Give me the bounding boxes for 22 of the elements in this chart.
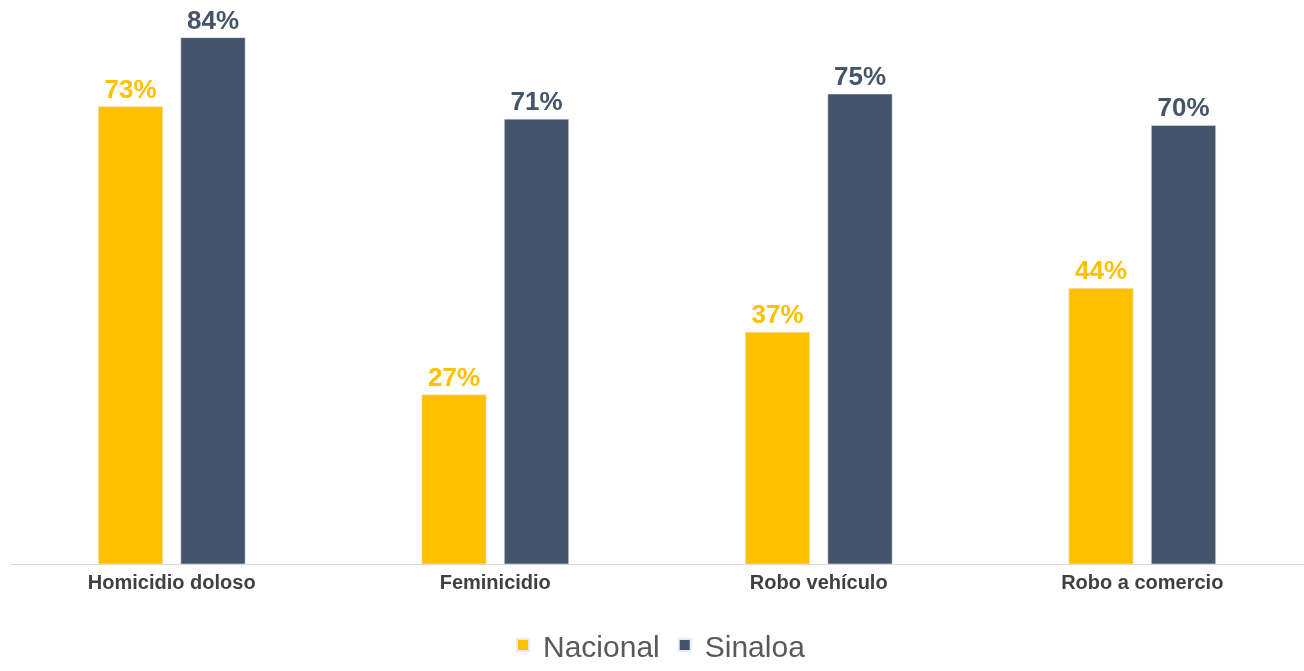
bar bbox=[827, 93, 893, 564]
bar bbox=[504, 118, 569, 564]
bar bbox=[1068, 288, 1134, 564]
data-label: 71% bbox=[510, 86, 563, 117]
x-tick-label: Robo vehículo bbox=[749, 571, 888, 593]
x-tick-label: Robo a comercio bbox=[1061, 571, 1224, 593]
bar bbox=[98, 106, 163, 564]
data-label: 73% bbox=[104, 73, 157, 104]
x-tick-label: Feminicidio bbox=[439, 571, 551, 593]
x-tick-label: Homicidio doloso bbox=[87, 571, 256, 593]
bar bbox=[180, 37, 246, 564]
bar bbox=[745, 331, 810, 564]
legend-label: Nacional bbox=[543, 629, 660, 663]
data-label: 37% bbox=[751, 299, 804, 330]
bar bbox=[1151, 125, 1216, 564]
data-label: 27% bbox=[427, 361, 481, 392]
data-label: 75% bbox=[833, 61, 887, 92]
data-label: 70% bbox=[1157, 92, 1210, 123]
data-label: 44% bbox=[1074, 255, 1128, 286]
legend-label: Sinaloa bbox=[704, 629, 806, 663]
data-label: 84% bbox=[186, 4, 240, 35]
bar bbox=[421, 394, 487, 564]
